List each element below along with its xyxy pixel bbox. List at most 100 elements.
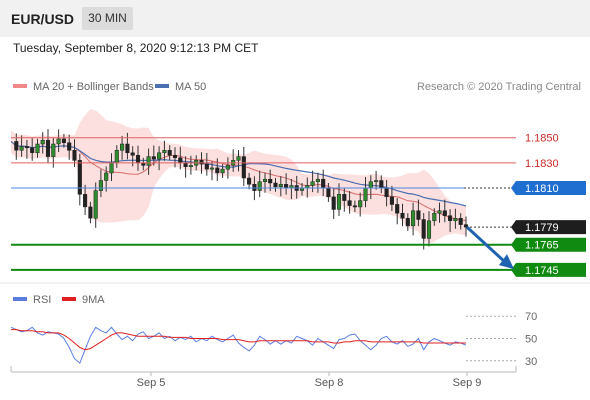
timeframe-badge[interactable]: 30 MIN bbox=[82, 7, 133, 30]
legend-9ma-swatch bbox=[62, 297, 76, 301]
candle-body bbox=[120, 143, 125, 151]
candle-body bbox=[178, 157, 183, 164]
candle-body bbox=[416, 210, 421, 220]
candle-body bbox=[24, 146, 29, 149]
candle-body bbox=[199, 160, 204, 165]
candle-body bbox=[83, 194, 88, 208]
candle-body bbox=[358, 200, 363, 208]
candle-body bbox=[209, 167, 215, 170]
level-label: 1.1765 bbox=[525, 240, 559, 252]
candle bbox=[273, 178, 278, 192]
candle bbox=[411, 202, 416, 236]
candle bbox=[35, 138, 40, 158]
candle bbox=[421, 213, 426, 250]
candle-body bbox=[125, 143, 130, 154]
legend-rsi-label: RSI bbox=[33, 294, 51, 306]
candle bbox=[30, 138, 35, 161]
candle-body bbox=[247, 177, 252, 185]
candle bbox=[416, 199, 421, 227]
candle bbox=[67, 134, 72, 160]
candle-body bbox=[40, 139, 45, 145]
candle bbox=[188, 155, 193, 175]
candle-body bbox=[130, 152, 135, 156]
candle bbox=[209, 161, 215, 181]
level-tag bbox=[511, 181, 586, 195]
candle-body bbox=[67, 142, 72, 151]
candle-body bbox=[336, 194, 342, 210]
candle-body bbox=[51, 143, 56, 157]
rsi-tick-label: 50 bbox=[525, 334, 537, 346]
rsi-tick-label: 70 bbox=[525, 311, 537, 323]
candle-body bbox=[162, 150, 167, 154]
candle bbox=[257, 170, 262, 198]
candle bbox=[157, 146, 162, 171]
candle bbox=[448, 209, 453, 232]
candle-body bbox=[204, 163, 209, 170]
candle bbox=[40, 132, 45, 154]
candle bbox=[374, 170, 379, 190]
candle bbox=[437, 202, 442, 223]
candle-body bbox=[151, 156, 156, 160]
candle-body bbox=[453, 218, 458, 222]
pair-title: EUR/USD bbox=[11, 11, 75, 27]
candle-body bbox=[157, 152, 162, 160]
candle bbox=[315, 172, 320, 193]
candle-body bbox=[30, 147, 35, 153]
x-tick-label: Sep 5 bbox=[137, 377, 166, 389]
candle bbox=[400, 203, 405, 227]
candle bbox=[120, 135, 125, 160]
candle-body bbox=[220, 168, 225, 174]
candle-body bbox=[98, 180, 103, 191]
candle-body bbox=[384, 187, 389, 198]
candle-body bbox=[458, 218, 463, 225]
candle bbox=[104, 166, 109, 192]
level-label: 1.1745 bbox=[525, 265, 559, 277]
legend-rsi-swatch bbox=[13, 297, 27, 301]
candle bbox=[215, 158, 220, 181]
candle-body bbox=[14, 141, 19, 151]
candle-body bbox=[278, 184, 283, 188]
candle-body bbox=[437, 210, 442, 214]
legend-ma50-label: MA 50 bbox=[175, 81, 206, 93]
rsi-line bbox=[10, 326, 467, 364]
candle-body bbox=[326, 187, 331, 198]
candle bbox=[389, 185, 394, 211]
candle bbox=[352, 200, 357, 212]
candle-body bbox=[188, 165, 193, 167]
candle-body bbox=[72, 150, 77, 161]
candle bbox=[151, 145, 156, 166]
candle-body bbox=[310, 181, 315, 186]
legend-9ma-label: 9MA bbox=[82, 294, 105, 306]
candle bbox=[220, 164, 225, 178]
candle bbox=[395, 197, 400, 225]
candle-body bbox=[19, 146, 24, 151]
candle-body bbox=[88, 206, 93, 219]
candle-body bbox=[135, 155, 141, 164]
candle-body bbox=[167, 150, 172, 156]
candle-body bbox=[45, 139, 51, 157]
candle bbox=[442, 199, 447, 223]
candle-body bbox=[347, 200, 352, 206]
candle-body bbox=[395, 204, 400, 214]
candle bbox=[453, 208, 458, 229]
candle-body bbox=[273, 182, 278, 188]
candle bbox=[45, 129, 51, 164]
candle bbox=[458, 213, 463, 230]
candle-body bbox=[442, 210, 447, 216]
candle-body bbox=[257, 181, 262, 191]
level-label: 1.1830 bbox=[525, 158, 559, 170]
candle bbox=[162, 140, 167, 161]
candle bbox=[172, 147, 178, 168]
legend-ma20-label: MA 20 + Bollinger Bands bbox=[33, 81, 154, 93]
candle-body bbox=[421, 219, 426, 239]
candle-body bbox=[363, 187, 368, 201]
candle-body bbox=[114, 150, 119, 164]
rsi-plot: 70 50 30 bbox=[10, 311, 537, 368]
legend-ma50-swatch bbox=[155, 84, 169, 88]
candle bbox=[241, 147, 246, 186]
candle-body bbox=[448, 215, 453, 221]
candle bbox=[310, 170, 315, 193]
level-label: 1.1850 bbox=[525, 133, 559, 145]
candle bbox=[278, 176, 283, 197]
candle-body bbox=[405, 218, 410, 227]
